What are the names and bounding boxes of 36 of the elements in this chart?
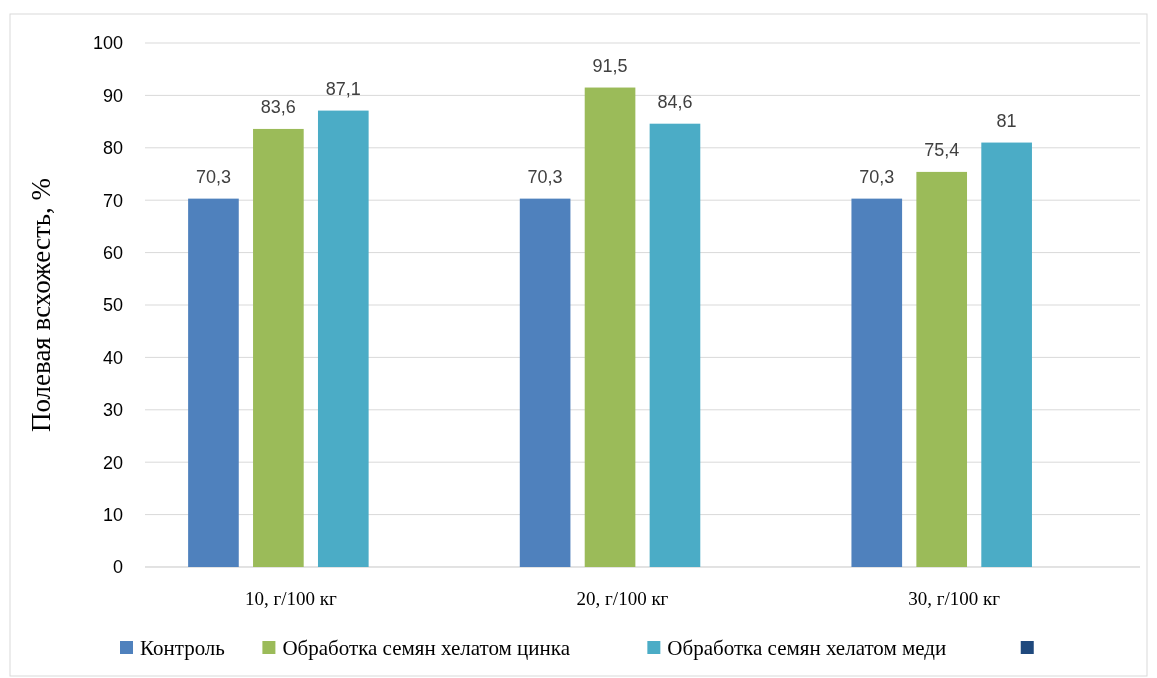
legend-label: Обработка семян хелатом цинка	[282, 636, 571, 661]
data-label: 70,3	[195, 166, 231, 187]
bar	[584, 87, 636, 567]
y-tick-label: 0	[112, 557, 123, 578]
data-label: 70,3	[859, 166, 895, 187]
y-tick-label: 40	[102, 347, 123, 368]
legend-label: Обработка семян хелатом меди	[667, 636, 947, 661]
y-tick-label: 70	[102, 190, 123, 211]
data-label: 70,3	[527, 166, 563, 187]
x-tick-label: 30, г/100 кг	[908, 588, 1001, 609]
x-tick-label: 20, г/100 кг	[576, 588, 669, 609]
bar	[916, 171, 968, 567]
data-label: 91,5	[592, 55, 628, 76]
data-label: 84,6	[657, 91, 693, 112]
y-axis-title: Полевая всхожесть, %	[26, 177, 56, 433]
data-label: 83,6	[260, 96, 296, 117]
y-tick-label: 60	[102, 242, 123, 263]
bar	[188, 198, 239, 567]
y-tick-label: 20	[102, 452, 123, 473]
y-tick-label: 30	[102, 400, 123, 421]
legend-label: Контроль	[140, 636, 225, 661]
y-tick-label: 100	[92, 33, 123, 54]
bar	[317, 110, 369, 567]
bar	[253, 128, 304, 567]
bar	[649, 123, 701, 567]
y-tick-label: 80	[102, 138, 123, 159]
data-label: 81	[996, 110, 1017, 131]
y-tick-label: 90	[102, 85, 123, 106]
data-label: 75,4	[924, 139, 960, 160]
y-tick-label: 50	[102, 295, 123, 316]
bar	[519, 198, 571, 567]
bar	[851, 198, 903, 567]
data-label: 87,1	[325, 78, 361, 99]
bar	[981, 142, 1032, 567]
y-tick-label: 10	[102, 504, 123, 525]
x-tick-label: 10, г/100 кг	[244, 588, 337, 609]
